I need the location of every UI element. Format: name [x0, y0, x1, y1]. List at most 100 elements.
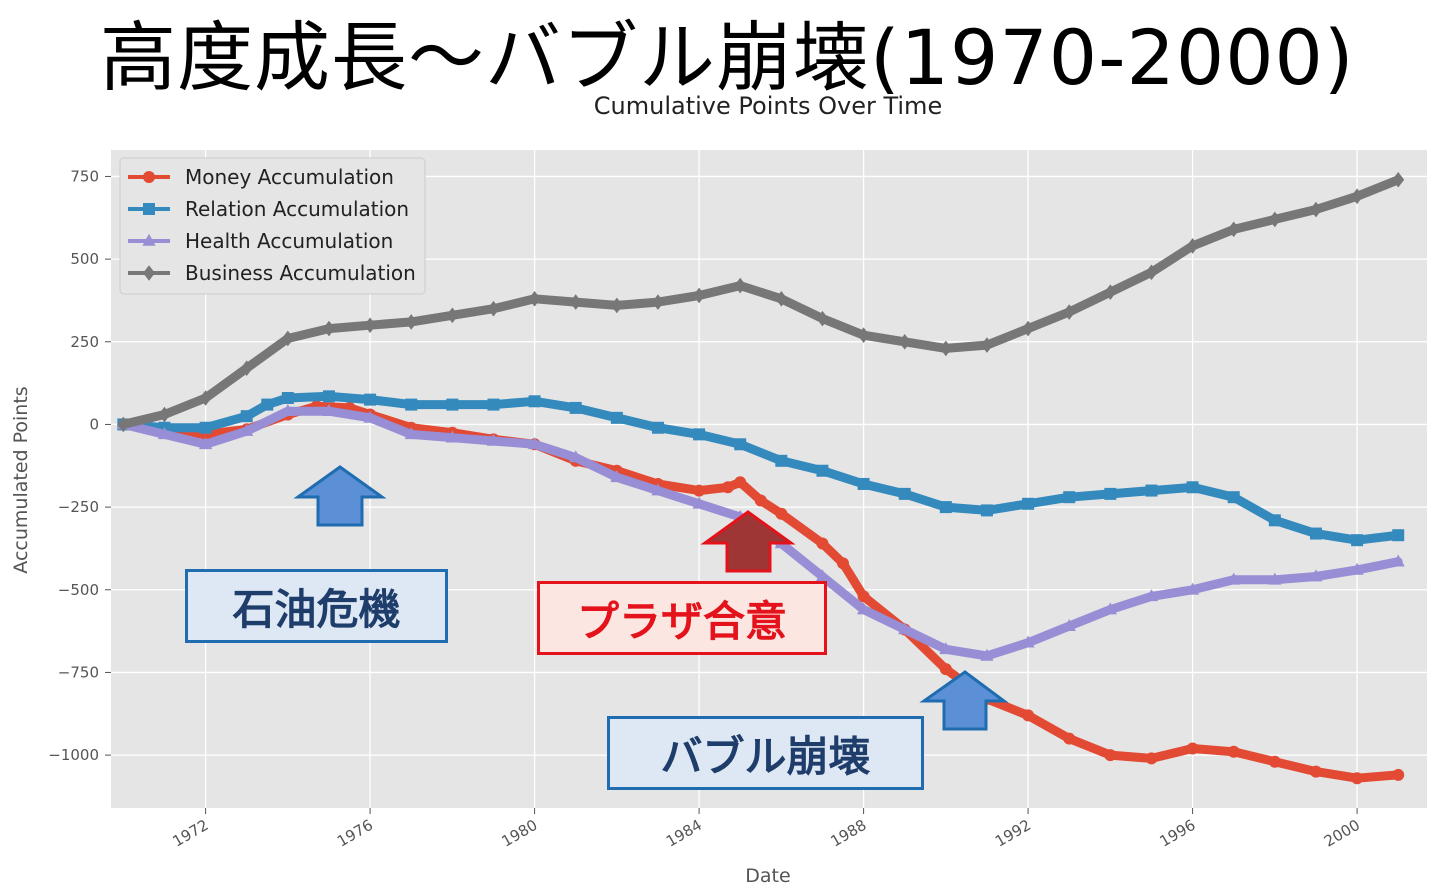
- data-point: [1227, 491, 1240, 504]
- data-point: [1309, 765, 1322, 778]
- x-tick-label: 2000: [1321, 816, 1363, 851]
- data-point: [693, 287, 706, 304]
- data-point: [734, 277, 747, 294]
- bubble-burst-label: バブル崩壊: [607, 716, 924, 790]
- data-point: [445, 430, 459, 443]
- plaza-accord-arrow: [700, 510, 796, 573]
- y-tick-label: −500: [58, 581, 99, 599]
- plaza-accord-label: プラザ合意: [537, 581, 827, 655]
- data-point: [528, 395, 541, 408]
- data-point: [363, 410, 377, 423]
- data-point: [1391, 554, 1405, 567]
- data-point: [569, 294, 582, 310]
- oil-crisis-label: 石油危機: [185, 569, 448, 643]
- data-point: [1062, 618, 1076, 631]
- data-point: [775, 454, 788, 467]
- data-point: [1350, 562, 1364, 575]
- y-tick-label: 0: [89, 415, 99, 433]
- y-axis-label: Accumulated Points: [10, 386, 32, 573]
- data-point: [240, 360, 253, 377]
- data-point: [939, 340, 952, 357]
- x-tick-label: 1976: [334, 816, 376, 851]
- legend-label: Money Accumulation: [185, 165, 394, 189]
- data-point: [610, 411, 623, 424]
- data-point: [856, 602, 871, 615]
- oil-crisis-arrow: [293, 465, 387, 527]
- data-point: [569, 450, 583, 463]
- data-point: [837, 557, 850, 570]
- x-tick-label: 1996: [1157, 816, 1199, 851]
- data-point: [240, 410, 253, 423]
- data-point: [569, 401, 582, 414]
- data-point: [775, 290, 788, 307]
- data-point: [322, 390, 335, 403]
- data-point: [446, 398, 459, 411]
- legend-label: Relation Accumulation: [185, 197, 409, 221]
- data-point: [939, 501, 952, 514]
- data-point: [1104, 284, 1117, 300]
- data-point: [693, 484, 706, 497]
- series-business-accumulation: [117, 171, 1405, 433]
- data-point: [980, 337, 993, 353]
- data-point: [199, 390, 212, 406]
- data-point: [816, 464, 829, 477]
- y-tick-label: −250: [58, 498, 99, 516]
- data-point: [281, 330, 294, 347]
- legend-box: [119, 157, 426, 295]
- y-tick-label: 250: [70, 333, 99, 351]
- page-title: 高度成長～バブル崩壊(1970-2000): [100, 13, 1355, 102]
- data-point: [693, 428, 706, 441]
- data-point: [898, 622, 912, 635]
- legend-label: Health Accumulation: [185, 229, 393, 253]
- data-point: [527, 437, 542, 450]
- data-point: [364, 317, 377, 334]
- data-point: [1145, 264, 1158, 281]
- data-point: [610, 470, 624, 483]
- data-point: [405, 398, 418, 411]
- data-point: [1144, 589, 1159, 602]
- data-point: [1309, 527, 1322, 540]
- series-lines: [116, 171, 1405, 785]
- data-point: [446, 307, 459, 324]
- data-point: [1063, 491, 1076, 504]
- y-tick-label: −750: [58, 663, 99, 681]
- data-point: [1186, 481, 1199, 494]
- data-point: [857, 327, 870, 343]
- data-point: [1268, 755, 1281, 768]
- data-point: [1185, 582, 1200, 595]
- data-point: [1227, 221, 1240, 238]
- data-point: [486, 433, 501, 446]
- data-point: [487, 398, 500, 411]
- data-point: [1351, 772, 1364, 785]
- data-point: [816, 310, 829, 327]
- bubble-burst-arrow: [919, 670, 1009, 731]
- data-point: [898, 487, 911, 500]
- data-point: [857, 477, 870, 490]
- data-point: [775, 507, 788, 520]
- data-point: [528, 290, 541, 307]
- data-point: [815, 569, 830, 582]
- data-point: [816, 537, 829, 550]
- data-point: [939, 663, 952, 676]
- data-point: [1268, 514, 1281, 527]
- y-tick-label: 500: [70, 250, 99, 268]
- legend-marker: [143, 203, 155, 215]
- data-point: [158, 406, 171, 423]
- legend-label: Business Accumulation: [185, 261, 416, 285]
- data-point: [857, 590, 870, 603]
- y-tick-label: −1000: [48, 746, 99, 764]
- legend-marker: [142, 233, 156, 246]
- data-point: [1063, 732, 1076, 745]
- data-point: [1392, 529, 1405, 542]
- x-tick-label: 1972: [170, 816, 212, 851]
- data-point: [651, 421, 664, 434]
- data-point: [281, 404, 295, 417]
- data-point: [1063, 304, 1076, 320]
- x-tick-label: 1980: [499, 816, 541, 851]
- data-point: [1309, 569, 1323, 582]
- data-point: [1186, 742, 1199, 755]
- data-point: [261, 398, 274, 411]
- data-point: [199, 421, 212, 434]
- data-point: [1186, 238, 1199, 254]
